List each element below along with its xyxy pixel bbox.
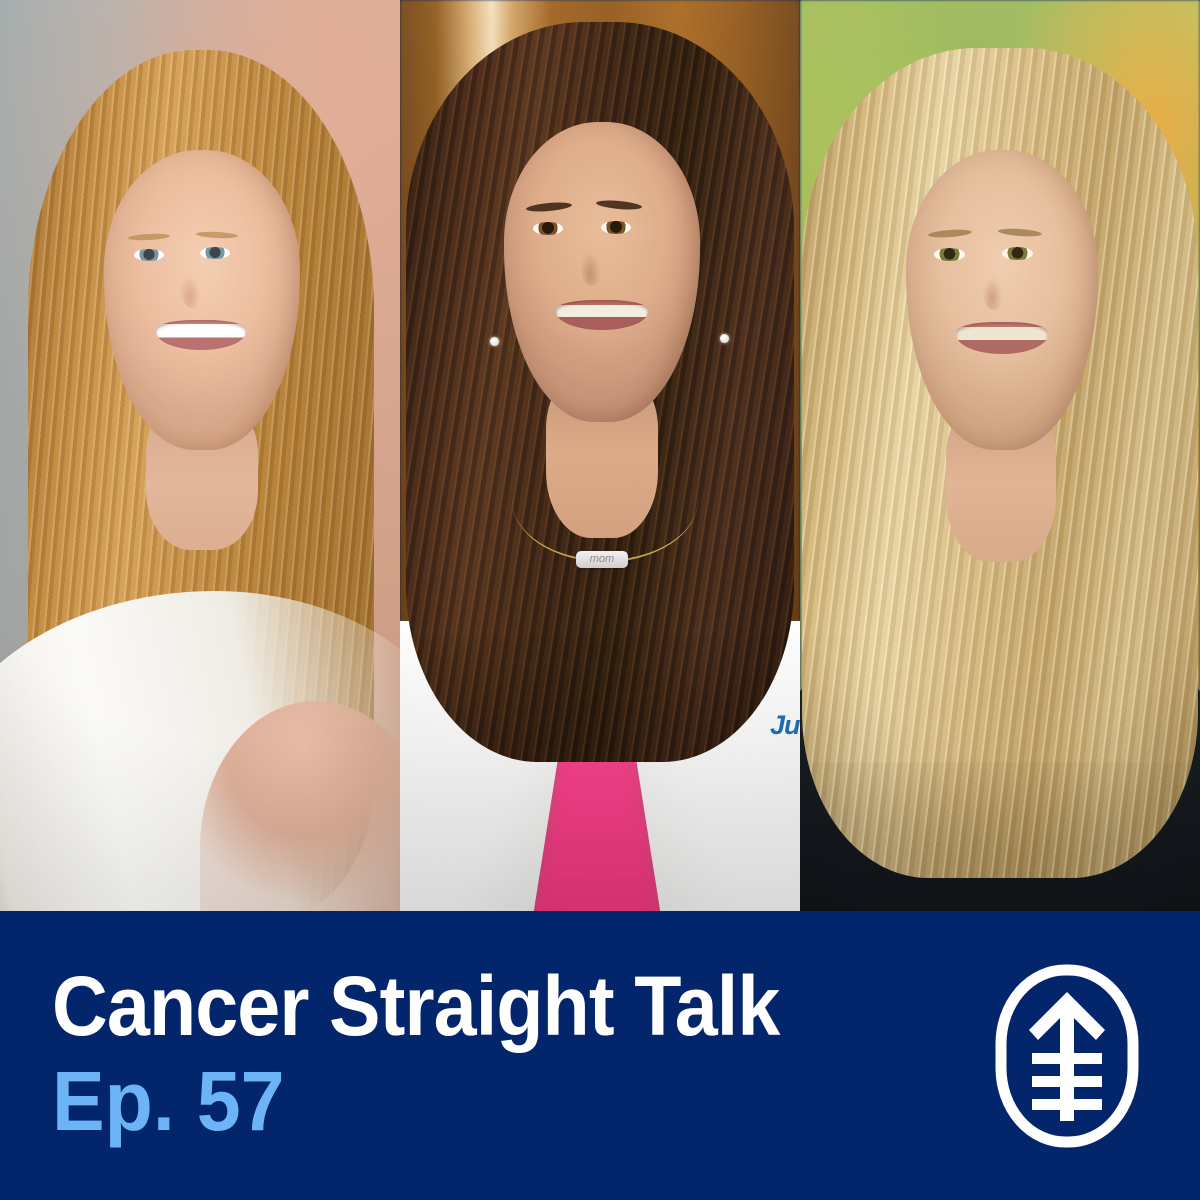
portrait-right — [800, 0, 1200, 911]
portrait-center-earring — [490, 337, 499, 346]
portrait-left-smile — [156, 320, 246, 350]
portrait-center-nose — [580, 242, 604, 286]
banner-text-block: Cancer Straight Talk Ep. 57 — [0, 959, 843, 1148]
portrait-strip: Ju mom — [0, 0, 1200, 911]
episode-number: Ep. 57 — [52, 1053, 285, 1148]
portrait-left-eye — [134, 249, 164, 261]
portrait-left-eye — [200, 247, 230, 259]
portrait-center-eye — [533, 222, 563, 235]
portrait-right-eye — [934, 248, 965, 261]
portrait-right-smile — [956, 322, 1048, 354]
portrait-left — [0, 0, 400, 911]
portrait-right-nose — [982, 268, 1006, 310]
logo-container — [992, 961, 1200, 1151]
portrait-center-smile — [556, 300, 648, 330]
portrait-left-nose — [180, 268, 204, 308]
portrait-left-face — [104, 150, 300, 450]
msk-arrow-logo-icon — [995, 964, 1139, 1147]
logo-oval-outline — [995, 964, 1139, 1147]
lab-coat-embroidery: Ju — [770, 710, 800, 740]
mom-necklace-pendant: mom — [576, 551, 628, 568]
portrait-center-earring — [720, 334, 729, 343]
title-banner: Cancer Straight Talk Ep. 57 — [0, 911, 1200, 1200]
portrait-center-eye — [601, 221, 631, 234]
logo-arrow-head — [1029, 991, 1105, 1040]
logo-crossbar-bottom — [1032, 1098, 1102, 1110]
portrait-right-eye — [1002, 247, 1033, 260]
logo-crossbar-top — [1032, 1052, 1102, 1064]
portrait-center: Ju mom — [400, 0, 800, 911]
podcast-title: Cancer Straight Talk — [52, 959, 780, 1054]
logo-crossbar-middle — [1032, 1075, 1102, 1087]
